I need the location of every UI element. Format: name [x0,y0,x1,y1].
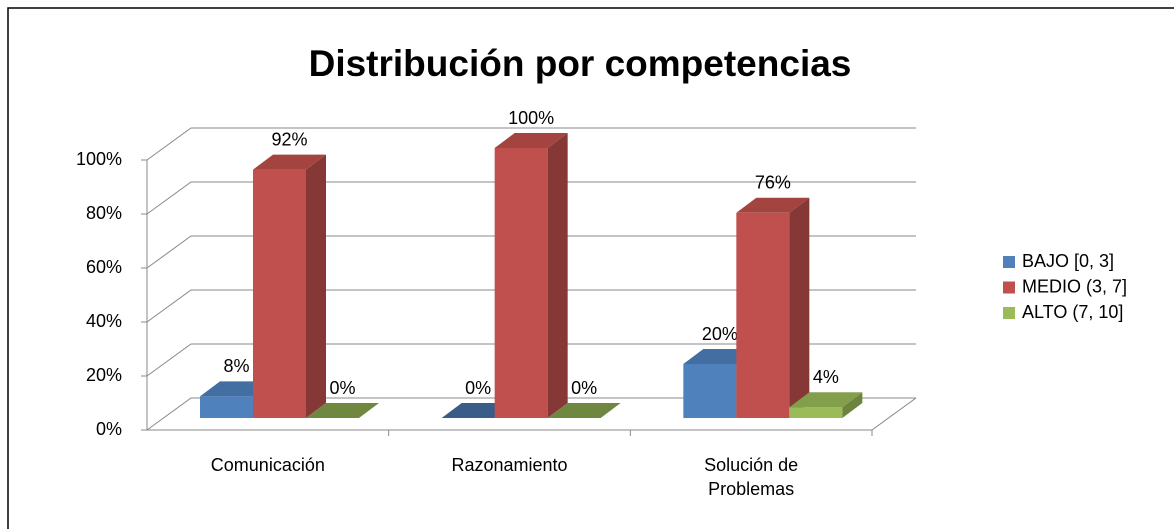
bar-top [789,392,863,408]
legend-label: ALTO (7, 10] [1022,302,1123,322]
grid-line [146,235,916,269]
bar [683,364,737,418]
x-tick-label: Comunicación [210,455,325,475]
grid-line [146,181,916,215]
bar-top [494,133,568,148]
chart-title: Distribución por competencias [309,43,852,84]
grid-line [146,289,916,323]
legend-swatch [1003,307,1015,319]
bar-side [789,197,810,418]
grid-line [146,127,916,161]
value-label: 0% [465,378,491,398]
chart-border [7,7,1174,529]
value-label: 0% [329,378,355,398]
bar [494,148,548,418]
value-label: 76% [755,173,791,193]
value-label: 100% [508,108,554,128]
y-tick-label: 80% [86,203,122,223]
value-label: 20% [702,324,738,344]
value-label: 0% [571,378,597,398]
bar-side [842,392,863,418]
legend-label: BAJO [0, 3] [1022,251,1114,271]
bar [253,169,306,418]
bar [789,407,843,418]
legend-swatch [1003,281,1015,294]
bar [200,396,253,418]
bar-side [547,133,568,418]
x-tick-label: Solución de Problemas [704,455,799,499]
y-tick-label: 20% [86,365,122,385]
y-tick-label: 40% [86,311,122,331]
y-tick-label: 60% [86,257,122,277]
value-label: 4% [813,367,839,387]
y-tick-label: 100% [76,149,122,169]
y-tick-label: 0% [96,419,122,439]
legend-swatch [1003,256,1015,268]
value-label: 8% [223,356,249,376]
bar-side [306,154,326,418]
x-tick-label: Razonamiento [451,455,568,475]
bar-top [547,403,621,418]
grid-line [146,397,916,431]
value-label: 92% [271,129,307,149]
bar [736,212,790,418]
legend-label: MEDIO (3, 7] [1022,276,1127,296]
bar-top [253,154,326,170]
bar-top [736,197,810,213]
bar-top [306,403,379,418]
grid-line [146,343,916,377]
